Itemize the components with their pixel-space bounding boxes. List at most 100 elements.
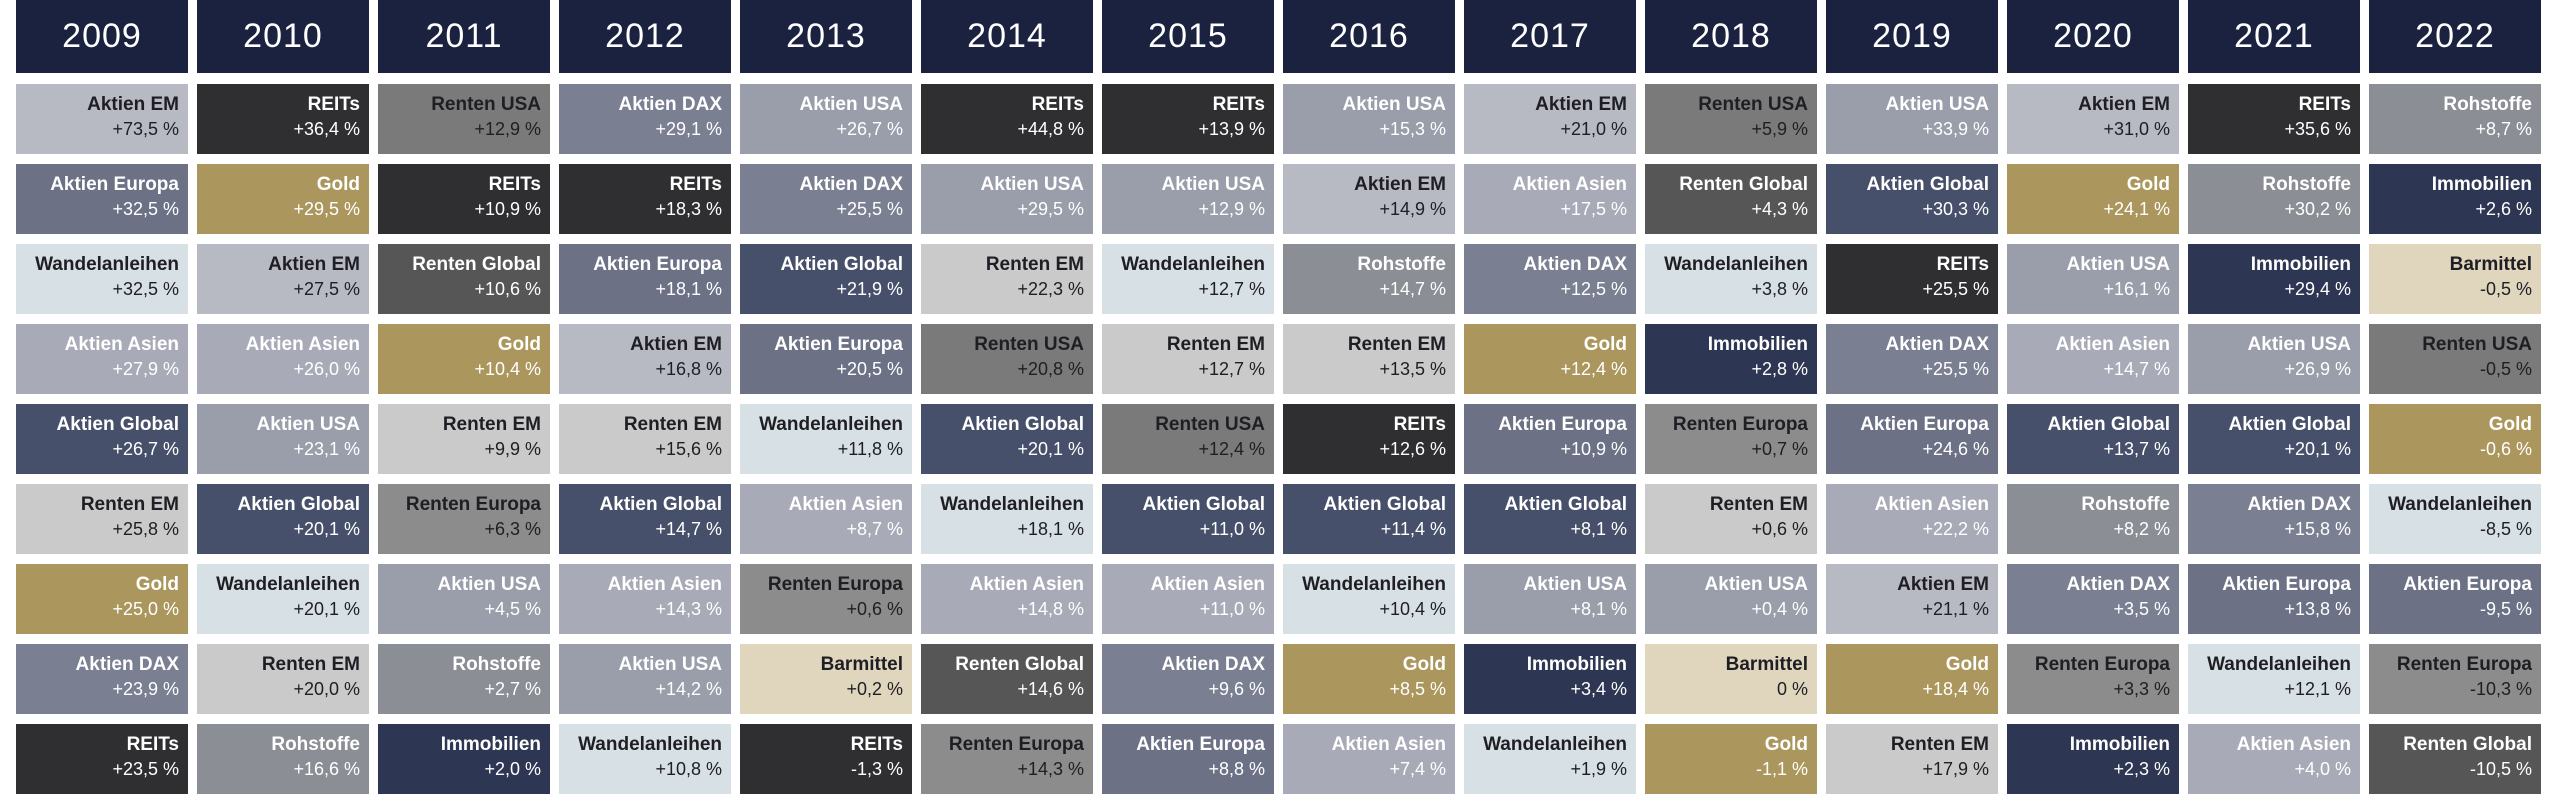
asset-return: +14,7 % bbox=[1379, 279, 1446, 299]
cell-2015-rank-6: Aktien Global +11,0 % bbox=[1102, 484, 1274, 554]
cell-2015-rank-9: Aktien Europa +8,8 % bbox=[1102, 724, 1274, 794]
asset-return: +12,6 % bbox=[1379, 439, 1446, 459]
asset-name: Immobilien bbox=[2250, 254, 2351, 275]
year-header-2009: 2009 bbox=[16, 0, 188, 73]
cell-2011-rank-2: REITs +10,9 % bbox=[378, 164, 550, 234]
asset-return: +13,5 % bbox=[1379, 359, 1446, 379]
cell-2017-rank-2: Aktien Asien +17,5 % bbox=[1464, 164, 1636, 234]
asset-name: Aktien Asien bbox=[1874, 494, 1989, 515]
asset-return: +6,3 % bbox=[484, 519, 541, 539]
year-header-2014: 2014 bbox=[921, 0, 1093, 73]
asset-name: Wandelanleihen bbox=[1302, 574, 1446, 595]
asset-return: +25,5 % bbox=[836, 199, 903, 219]
cell-2015-rank-5: Renten USA +12,4 % bbox=[1102, 404, 1274, 474]
asset-name: Gold bbox=[2126, 174, 2170, 195]
asset-name: Immobilien bbox=[1707, 334, 1808, 355]
asset-return: +21,9 % bbox=[836, 279, 903, 299]
year-header-2015: 2015 bbox=[1102, 0, 1274, 73]
cell-2010-rank-7: Wandelanleihen +20,1 % bbox=[197, 564, 369, 634]
cell-2018-rank-7: Aktien USA +0,4 % bbox=[1645, 564, 1817, 634]
cell-2020-rank-1: Aktien EM +31,0 % bbox=[2007, 84, 2179, 154]
asset-name: Wandelanleihen bbox=[2388, 494, 2532, 515]
asset-return: +16,1 % bbox=[2103, 279, 2170, 299]
asset-return: +14,7 % bbox=[2103, 359, 2170, 379]
asset-return: +12,9 % bbox=[1198, 199, 1265, 219]
cell-2010-rank-3: Aktien EM +27,5 % bbox=[197, 244, 369, 314]
asset-name: Wandelanleihen bbox=[1121, 254, 1265, 275]
asset-return: +18,3 % bbox=[655, 199, 722, 219]
asset-name: Aktien Global bbox=[1142, 494, 1265, 515]
asset-name: Aktien DAX bbox=[799, 174, 903, 195]
asset-return: +14,2 % bbox=[655, 679, 722, 699]
asset-name: Renten EM bbox=[1347, 334, 1446, 355]
asset-return: +26,7 % bbox=[112, 439, 179, 459]
cell-2017-rank-1: Aktien EM +21,0 % bbox=[1464, 84, 1636, 154]
cell-2013-rank-5: Wandelanleihen +11,8 % bbox=[740, 404, 912, 474]
asset-return: +25,0 % bbox=[112, 599, 179, 619]
asset-name: Renten EM bbox=[1890, 734, 1989, 755]
asset-name: Gold bbox=[1764, 734, 1808, 755]
cell-2015-rank-2: Aktien USA +12,9 % bbox=[1102, 164, 1274, 234]
asset-return: +2,7 % bbox=[484, 679, 541, 699]
asset-name: Renten Global bbox=[2403, 734, 2532, 755]
asset-return: +21,1 % bbox=[1922, 599, 1989, 619]
asset-name: Rohstoffe bbox=[2443, 94, 2532, 115]
asset-name: Renten EM bbox=[1709, 494, 1808, 515]
asset-name: Barmittel bbox=[2449, 254, 2532, 275]
asset-name: Renten Europa bbox=[2034, 654, 2170, 675]
cell-2012-rank-7: Aktien Asien +14,3 % bbox=[559, 564, 731, 634]
asset-return: +8,1 % bbox=[1570, 599, 1627, 619]
cell-2021-rank-7: Aktien Europa +13,8 % bbox=[2188, 564, 2360, 634]
year-header-2016: 2016 bbox=[1283, 0, 1455, 73]
cell-2019-rank-5: Aktien Europa +24,6 % bbox=[1826, 404, 1998, 474]
cell-2011-rank-7: Aktien USA +4,5 % bbox=[378, 564, 550, 634]
asset-return: +8,7 % bbox=[846, 519, 903, 539]
asset-name: REITs bbox=[488, 174, 541, 195]
asset-name: Aktien EM bbox=[2078, 94, 2170, 115]
asset-return: +20,1 % bbox=[1017, 439, 1084, 459]
asset-return: +12,1 % bbox=[2284, 679, 2351, 699]
asset-name: Wandelanleihen bbox=[759, 414, 903, 435]
asset-name: Aktien Europa bbox=[1860, 414, 1989, 435]
asset-name: Barmittel bbox=[1725, 654, 1808, 675]
cell-2019-rank-4: Aktien DAX +25,5 % bbox=[1826, 324, 1998, 394]
asset-name: Aktien Europa bbox=[1136, 734, 1265, 755]
asset-return: +26,0 % bbox=[293, 359, 360, 379]
asset-name: Aktien Asien bbox=[788, 494, 903, 515]
cell-2020-rank-5: Aktien Global +13,7 % bbox=[2007, 404, 2179, 474]
asset-return: +20,1 % bbox=[293, 519, 360, 539]
asset-return: +0,7 % bbox=[1751, 439, 1808, 459]
cell-2012-rank-9: Wandelanleihen +10,8 % bbox=[559, 724, 731, 794]
asset-name: Aktien USA bbox=[2066, 254, 2170, 275]
asset-name: Aktien USA bbox=[256, 414, 360, 435]
asset-name: Renten Global bbox=[1679, 174, 1808, 195]
asset-return: +2,8 % bbox=[1751, 359, 1808, 379]
cell-2022-rank-1: Rohstoffe +8,7 % bbox=[2369, 84, 2541, 154]
cell-2016-rank-7: Wandelanleihen +10,4 % bbox=[1283, 564, 1455, 634]
asset-return: +44,8 % bbox=[1017, 119, 1084, 139]
asset-name: Wandelanleihen bbox=[2207, 654, 2351, 675]
asset-name: Gold bbox=[316, 174, 360, 195]
cell-2020-rank-4: Aktien Asien +14,7 % bbox=[2007, 324, 2179, 394]
asset-return: +18,1 % bbox=[655, 279, 722, 299]
asset-return: +12,5 % bbox=[1560, 279, 1627, 299]
cell-2010-rank-1: REITs +36,4 % bbox=[197, 84, 369, 154]
cell-2019-rank-3: REITs +25,5 % bbox=[1826, 244, 1998, 314]
asset-name: REITs bbox=[1212, 94, 1265, 115]
asset-return: +35,6 % bbox=[2284, 119, 2351, 139]
year-header-2013: 2013 bbox=[740, 0, 912, 73]
cell-2020-rank-3: Aktien USA +16,1 % bbox=[2007, 244, 2179, 314]
asset-return: +9,6 % bbox=[1208, 679, 1265, 699]
cell-2009-rank-5: Aktien Global +26,7 % bbox=[16, 404, 188, 474]
asset-name: Aktien EM bbox=[1354, 174, 1446, 195]
asset-return: +20,0 % bbox=[293, 679, 360, 699]
asset-name: Aktien Global bbox=[56, 414, 179, 435]
asset-return: +10,6 % bbox=[474, 279, 541, 299]
asset-return: +0,2 % bbox=[846, 679, 903, 699]
cell-2020-rank-8: Renten Europa +3,3 % bbox=[2007, 644, 2179, 714]
asset-return: +25,8 % bbox=[112, 519, 179, 539]
asset-return: +16,6 % bbox=[293, 759, 360, 779]
cell-2014-rank-6: Wandelanleihen +18,1 % bbox=[921, 484, 1093, 554]
year-header-2020: 2020 bbox=[2007, 0, 2179, 73]
asset-return: +18,4 % bbox=[1922, 679, 1989, 699]
